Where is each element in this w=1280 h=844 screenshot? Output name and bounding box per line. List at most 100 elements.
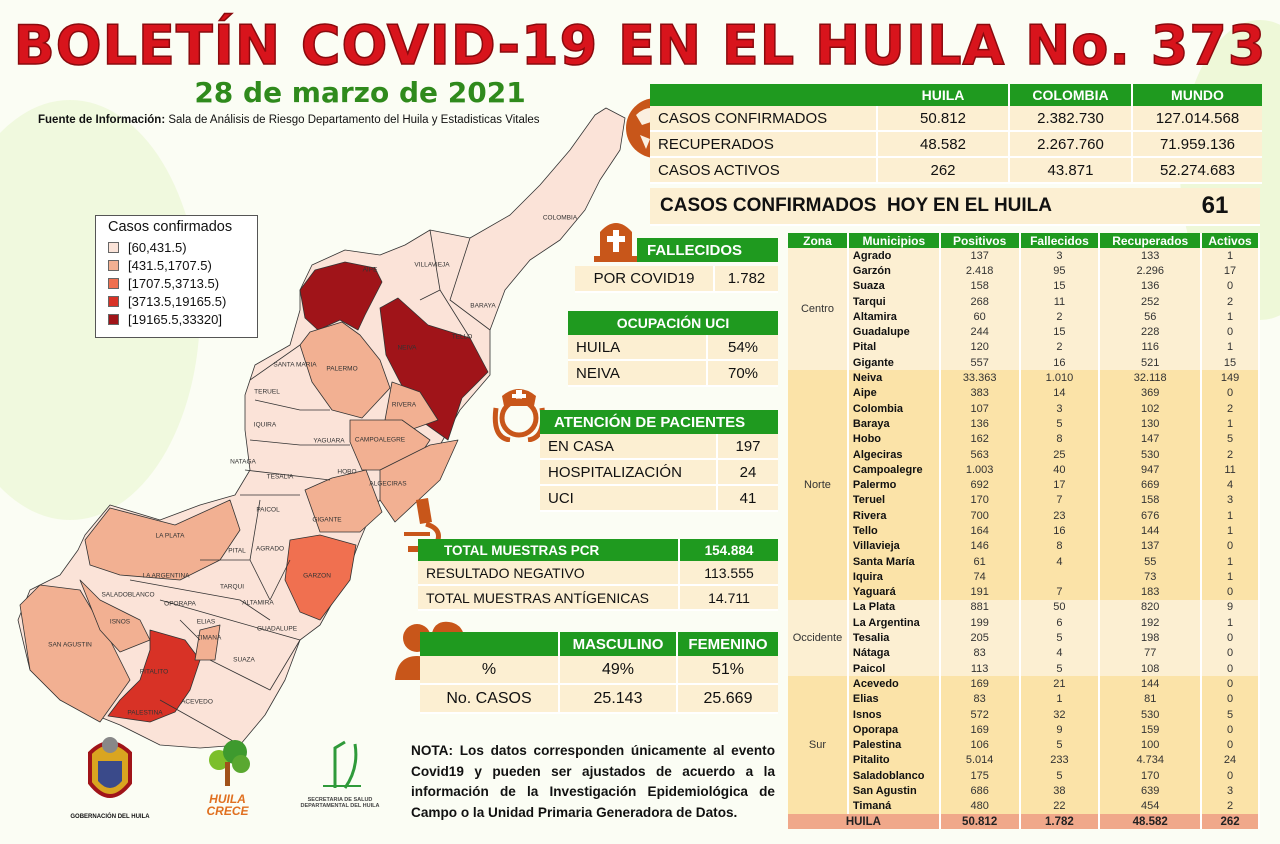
tree-icon <box>208 740 250 786</box>
secretaria-text: SECRETARIA DE SALUD DEPARTAMENTAL DEL HU… <box>300 797 380 809</box>
table-row: Pitalito 5.014 233 4.734 24 <box>788 752 1260 769</box>
map-pitalito <box>107 629 201 723</box>
table-cell: 2.418 <box>939 263 1021 279</box>
table-cell: 83 <box>939 645 1021 662</box>
note-label: NOTA: <box>411 743 454 758</box>
table-cell: 21 <box>1019 676 1101 692</box>
zone-cell: Sur <box>788 676 849 814</box>
table-row: Rivera 700 23 676 1 <box>788 508 1260 524</box>
legend-item: [60,431.5) <box>108 238 245 256</box>
source-value: Sala de Análisis de Riesgo Departamento … <box>165 114 540 126</box>
table-row: Gigante 557 16 521 15 <box>788 355 1260 371</box>
row-label: NEIVA <box>568 361 708 385</box>
municipality-name: Agrado <box>847 248 941 264</box>
table-cell: 1 <box>1019 691 1101 707</box>
legend-swatch <box>108 241 119 253</box>
table-row: Pital 120 2 116 1 <box>788 339 1260 356</box>
column-header: Municipios <box>847 233 941 248</box>
table-cell: 32.118 <box>1099 370 1203 386</box>
table-cell: 144 <box>1099 676 1203 692</box>
map-neiva <box>379 297 489 441</box>
map-label: TARQUI <box>219 583 245 591</box>
table-cell: 159 <box>1099 722 1203 738</box>
municipality-name: Altamira <box>847 309 941 325</box>
table-cell: 6 <box>1019 615 1101 631</box>
gender-header: MASCULINO FEMENINO <box>420 632 778 656</box>
table-cell: 100 <box>1099 737 1203 753</box>
today-label: CASOS CONFIRMADOS HOY EN EL HUILA <box>660 195 1052 216</box>
table-row: Saladoblanco 175 5 170 0 <box>788 768 1260 784</box>
table-cell: 17 <box>1019 477 1101 493</box>
table-cell: 0 <box>1201 278 1260 294</box>
map-label: VILLAVIEJA <box>414 261 450 269</box>
table-row: Nátaga 83 4 77 0 <box>788 645 1260 662</box>
care-title: ATENCIÓN DE PACIENTES <box>540 410 778 434</box>
gobernacion-logo: GOBERNACIÓN DEL HUILA <box>70 733 150 833</box>
table-cell: 1 <box>1201 309 1260 325</box>
table-row: RECUPERADOS 48.582 2.267.760 71.959.136 <box>650 132 1262 158</box>
map-label: OPORAPA <box>164 600 196 608</box>
table-cell: 170 <box>1099 768 1203 784</box>
table-row: NEIVA 70% <box>568 361 778 387</box>
table-cell: 137 <box>1099 538 1203 554</box>
map-label: NEIVA <box>397 344 417 352</box>
report-date: 28 de marzo de 2021 <box>194 76 526 109</box>
municipality-name: Paicol <box>847 661 941 677</box>
municipality-name: Palermo <box>847 477 941 493</box>
table-row: HUILA 54% <box>568 335 778 361</box>
table-cell: 162 <box>939 431 1021 447</box>
table-cell: 40 <box>1019 462 1101 478</box>
table-cell: 38 <box>1019 783 1101 799</box>
care-table: ATENCIÓN DE PACIENTES EN CASA 197 HOSPITAL… <box>540 410 778 512</box>
map-label: CAMPOALEGRE <box>354 436 406 444</box>
table-cell: 120 <box>939 339 1021 356</box>
table-cell: 530 <box>1099 706 1203 723</box>
table-cell: 198 <box>1099 630 1203 646</box>
map-label: GARZON <box>303 572 331 580</box>
table-row: Garzón 2.418 95 2.296 17 <box>788 263 1260 279</box>
table-cell: 5 <box>1019 768 1101 784</box>
row-value: 113.555 <box>704 564 754 581</box>
legend-item: [3713.5,19165.5) <box>108 292 245 310</box>
map-label: GUADALUPE <box>256 625 298 633</box>
pcr-header: TOTAL MUESTRAS PCR 154.884 <box>418 539 778 561</box>
table-cell: 164 <box>939 523 1021 539</box>
huila-map <box>17 107 626 749</box>
municipality-name: Isnos <box>847 706 941 723</box>
table-cell: 144 <box>1099 523 1203 539</box>
table-row: Algeciras 563 25 530 2 <box>788 446 1260 463</box>
map-label: PITALITO <box>139 668 169 676</box>
table-cell: 73 <box>1099 569 1203 585</box>
table-cell: 233 <box>1019 752 1101 769</box>
map-base <box>17 107 626 749</box>
table-cell: 15 <box>1019 278 1101 294</box>
table-row: Paicol 113 5 108 0 <box>788 661 1260 677</box>
municipality-name: Oporapa <box>847 722 941 738</box>
legend-label: [19165.5,33320] <box>128 311 222 327</box>
table-cell: 192 <box>1099 615 1203 631</box>
table-cell: 24 <box>1201 752 1260 769</box>
row-label: EN CASA <box>540 434 718 458</box>
row-label: % <box>420 656 560 683</box>
table-cell: 136 <box>939 416 1021 432</box>
column-header: HUILA <box>878 84 1010 106</box>
table-cell: 169 <box>939 722 1021 738</box>
table-cell: 369 <box>1099 385 1203 401</box>
map-label: YAGUARA <box>313 437 345 445</box>
table-cell: 5 <box>1019 630 1101 646</box>
table-row: Santa María 61 4 55 1 <box>788 553 1260 570</box>
table-row: Centro Agrado 137 3 133 1 <box>788 248 1260 371</box>
table-cell: 158 <box>1099 492 1203 509</box>
deaths-label: POR COVID19 <box>575 266 715 291</box>
table-cell: 9 <box>1019 722 1101 738</box>
legend-swatch <box>108 313 119 325</box>
table-cell: 530 <box>1099 446 1203 463</box>
row-value: 127.014.568 <box>1155 109 1240 127</box>
municipality-name: Villavieja <box>847 538 941 554</box>
table-row: Suaza 158 15 136 0 <box>788 278 1260 294</box>
column-header: Fallecidos <box>1019 233 1101 248</box>
today-value: 61 <box>1201 192 1229 219</box>
table-cell: 74 <box>939 569 1021 585</box>
row-value: 52.274.683 <box>1159 161 1236 179</box>
table-row: Palermo 692 17 669 4 <box>788 477 1260 493</box>
